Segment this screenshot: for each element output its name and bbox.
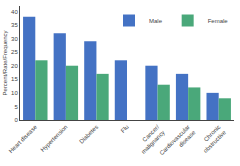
svg-text:10: 10 bbox=[11, 90, 18, 96]
svg-text:Hypertension: Hypertension bbox=[39, 124, 68, 153]
svg-text:Flu: Flu bbox=[120, 124, 130, 134]
svg-text:Cancer/malignancy: Cancer/malignancy bbox=[135, 124, 166, 155]
svg-text:20: 20 bbox=[11, 63, 18, 69]
svg-text:Heart disease: Heart disease bbox=[8, 123, 39, 154]
svg-text:25: 25 bbox=[11, 49, 18, 55]
svg-text:Female: Female bbox=[208, 18, 229, 24]
svg-text:0: 0 bbox=[14, 117, 18, 123]
svg-text:15: 15 bbox=[11, 76, 18, 82]
svg-text:40: 40 bbox=[11, 9, 18, 15]
svg-text:Male: Male bbox=[149, 18, 163, 24]
svg-text:Percent/Rate/Frequency: Percent/Rate/Frequency bbox=[2, 30, 8, 95]
svg-text:30: 30 bbox=[11, 36, 18, 42]
svg-text:Chronicobstructive: Chronicobstructive bbox=[197, 123, 228, 154]
svg-text:35: 35 bbox=[11, 22, 18, 28]
svg-text:Diabetes: Diabetes bbox=[78, 124, 99, 145]
svg-text:5: 5 bbox=[14, 104, 18, 110]
svg-text:Cardiovasculardisease: Cardiovasculardisease bbox=[158, 123, 197, 162]
